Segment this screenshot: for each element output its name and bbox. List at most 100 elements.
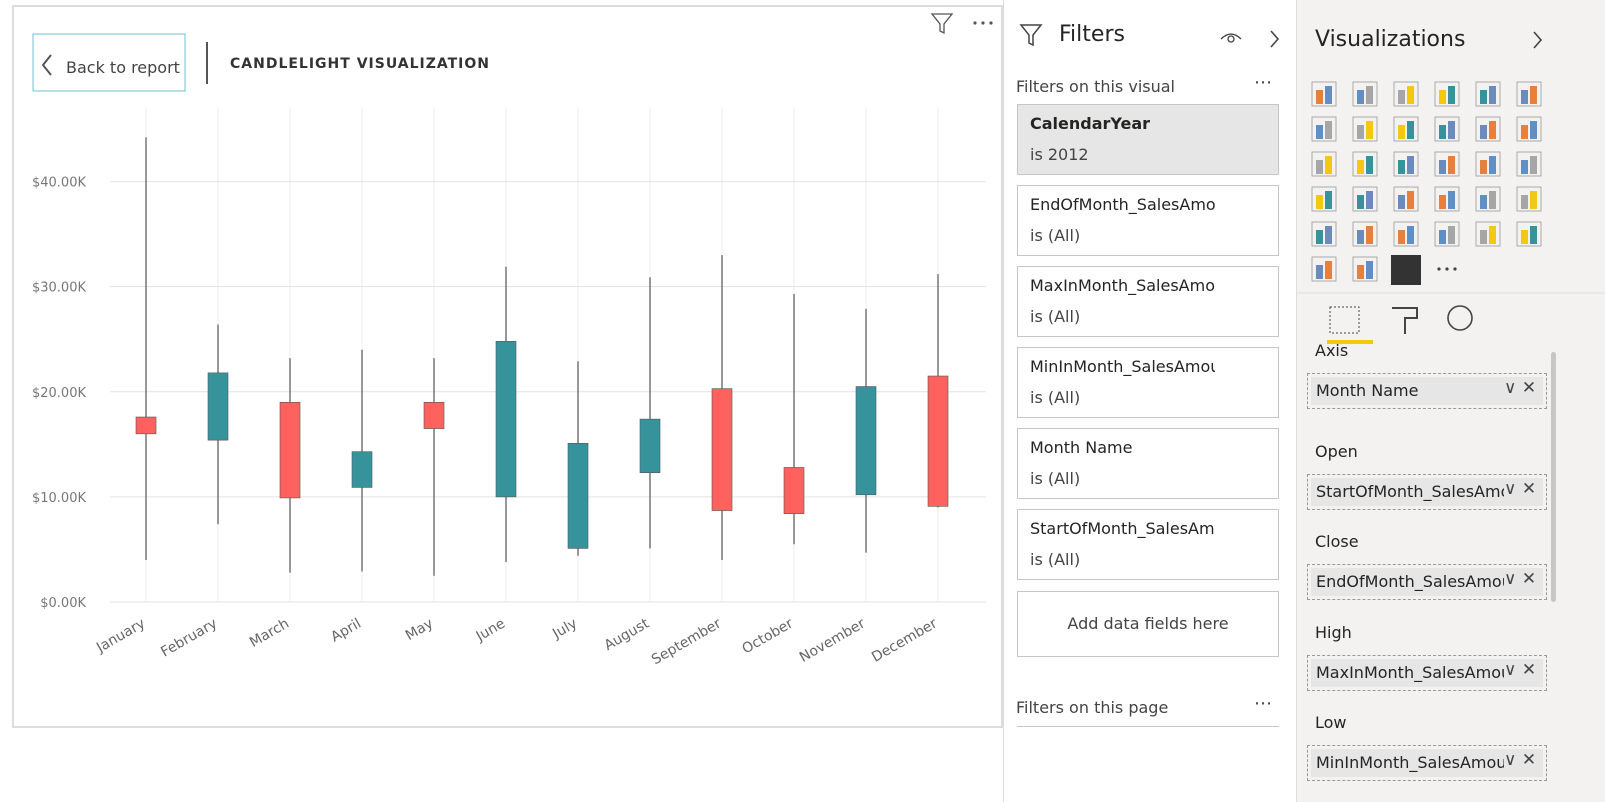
visual-icon[interactable]: [1434, 116, 1460, 142]
visual-icon[interactable]: [1516, 151, 1542, 177]
report-canvas: [12, 5, 1003, 728]
filter-card[interactable]: StartOfMonth_SalesAmo is (All): [1017, 509, 1279, 580]
x-tick-label: October: [739, 615, 796, 657]
field-pill[interactable]: MaxInMonth_SalesAmou ∨ ✕: [1311, 659, 1543, 687]
visual-icon[interactable]: [1434, 221, 1460, 247]
visual-icon-fill: [1448, 121, 1455, 139]
candle-body: [567, 442, 589, 549]
add-fields-label: Add data fields here: [1067, 614, 1229, 633]
field-controls[interactable]: ∨ ✕: [1504, 479, 1537, 499]
visual-icon-fill: [1530, 191, 1537, 209]
visual-icon[interactable]: [1393, 221, 1419, 247]
visual-icon[interactable]: [1352, 116, 1378, 142]
filter-card[interactable]: MaxInMonth_SalesAmo is (All): [1017, 266, 1279, 337]
field-name: MaxInMonth_SalesAmou: [1316, 663, 1504, 682]
visual-icon[interactable]: [1434, 151, 1460, 177]
visual-icon[interactable]: [1516, 221, 1542, 247]
visual-icon[interactable]: [1475, 186, 1501, 212]
visual-icon-fill: [1316, 160, 1323, 174]
y-tick-label: $0.00K: [40, 596, 86, 611]
visual-icon[interactable]: [1516, 116, 1542, 142]
visual-icon[interactable]: [1311, 256, 1337, 282]
visual-icon[interactable]: [1434, 81, 1460, 107]
filters-page-section: Filters on this page: [1016, 698, 1169, 717]
visual-icon[interactable]: [1311, 221, 1337, 247]
visual-icon-fill: [1489, 156, 1496, 174]
chart: Back to report CANDLELIGHT VISUALIZATION…: [32, 13, 993, 668]
visual-icon[interactable]: [1352, 256, 1378, 282]
field-pill[interactable]: Month Name ∨ ✕: [1311, 377, 1543, 405]
visual-icon-fill: [1325, 156, 1332, 174]
field-pill[interactable]: StartOfMonth_SalesAmo ∨ ✕: [1311, 478, 1543, 506]
field-controls[interactable]: ∨ ✕: [1504, 378, 1537, 398]
visual-icon[interactable]: [1475, 81, 1501, 107]
visual-icon[interactable]: [1393, 186, 1419, 212]
chart-title: CANDLELIGHT VISUALIZATION: [230, 56, 490, 72]
candle-body: [783, 467, 805, 515]
page-filter-card-edge: [1017, 726, 1279, 729]
y-tick-label: $10.00K: [32, 491, 86, 506]
pane-controls: [1220, 30, 1280, 48]
visual-icon[interactable]: [1475, 221, 1501, 247]
visual-icon-fill: [1448, 191, 1455, 209]
visual-icon[interactable]: [1475, 116, 1501, 142]
back-button-label[interactable]: Back to report: [66, 58, 180, 77]
visual-icon[interactable]: [1393, 81, 1419, 107]
visual-icon[interactable]: [1352, 151, 1378, 177]
visual-icon[interactable]: [1516, 81, 1542, 107]
candle-body: [279, 401, 301, 499]
visual-icon-fill: [1357, 90, 1364, 104]
field-pill[interactable]: EndOfMonth_SalesAmou ∨ ✕: [1311, 568, 1543, 596]
visual-icon-fill: [1398, 90, 1405, 104]
back-button[interactable]: [32, 33, 186, 92]
visual-icon[interactable]: [1475, 151, 1501, 177]
visual-icon-fill: [1521, 160, 1528, 174]
filter-card[interactable]: CalendarYear is 2012: [1017, 104, 1279, 175]
visual-icon[interactable]: [1311, 81, 1337, 107]
candle-body: [351, 451, 373, 488]
analytics-tab: [1447, 305, 1473, 331]
filter-card[interactable]: EndOfMonth_SalesAmo is (All): [1017, 185, 1279, 256]
more-options[interactable]: [973, 21, 993, 25]
visual-icon-fill: [1366, 261, 1373, 279]
visual-icon-fill: [1407, 191, 1414, 209]
visual-icon-fill: [1521, 230, 1528, 244]
visual-icon[interactable]: [1311, 186, 1337, 212]
visual-icon-fill: [1366, 156, 1373, 174]
field-name: EndOfMonth_SalesAmou: [1316, 572, 1504, 591]
field-pill[interactable]: MinInMonth_SalesAmou ∨ ✕: [1311, 749, 1543, 777]
visual-icon-fill: [1357, 160, 1364, 174]
field-controls[interactable]: ∨ ✕: [1504, 750, 1537, 770]
visual-icon[interactable]: [1434, 186, 1460, 212]
visual-icon[interactable]: [1311, 116, 1337, 142]
x-tick-label: September: [649, 615, 724, 668]
visual-icon-fill: [1439, 90, 1446, 104]
visual-icon[interactable]: [1311, 151, 1337, 177]
visual-icon-fill: [1366, 226, 1373, 244]
visual-icon[interactable]: [1393, 151, 1419, 177]
field-controls[interactable]: ∨ ✕: [1504, 569, 1537, 589]
visual-icon[interactable]: [1352, 81, 1378, 107]
visual-icon-fill: [1480, 160, 1487, 174]
visual-icon[interactable]: [1352, 186, 1378, 212]
field-controls[interactable]: ∨ ✕: [1504, 660, 1537, 680]
visual-icon-fill: [1325, 261, 1332, 279]
filter-state: is (All): [1030, 307, 1081, 326]
filter-card[interactable]: Month Name is (All): [1017, 428, 1279, 499]
visual-icon-fill: [1530, 86, 1537, 104]
filter-icon[interactable]: [930, 13, 954, 35]
visual-icon-fill: [1316, 125, 1323, 139]
visual-icon-fill: [1439, 160, 1446, 174]
y-tick-label: $40.00K: [32, 176, 86, 191]
filter-card[interactable]: MinInMonth_SalesAmou is (All): [1017, 347, 1279, 418]
candle-body: [423, 401, 445, 429]
visual-icon[interactable]: [1352, 221, 1378, 247]
visual-icon-fill: [1439, 230, 1446, 244]
visual-icon[interactable]: [1516, 186, 1542, 212]
visual-icon-fill: [1439, 195, 1446, 209]
visual-icon-fill: [1407, 226, 1414, 244]
visual-icon-fill: [1489, 86, 1496, 104]
visual-icon[interactable]: [1393, 116, 1419, 142]
filter-glyph: [1019, 24, 1043, 47]
